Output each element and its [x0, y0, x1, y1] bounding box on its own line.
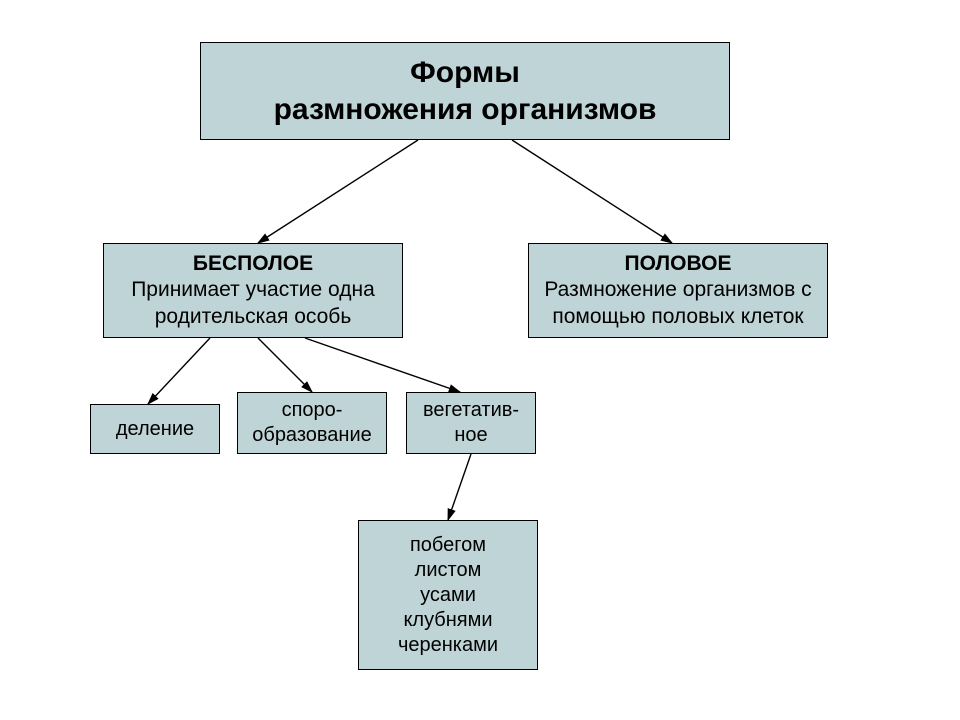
edge — [448, 454, 471, 520]
edge — [148, 338, 210, 404]
node-line: листом — [415, 558, 482, 583]
node-line: образование — [252, 423, 372, 448]
node-title: БЕСПОЛОЕ — [193, 251, 313, 277]
node-sexual: ПОЛОВОЕРазмножение организмов спомощью п… — [528, 243, 828, 338]
node-line: клубнями — [403, 608, 492, 633]
edge — [305, 338, 460, 392]
node-line: ное — [454, 423, 487, 448]
node-line: черенками — [398, 633, 498, 658]
node-line: споро- — [282, 398, 343, 423]
node-line: побегом — [410, 533, 486, 558]
diagram-stage: Формыразмножения организмов БЕСПОЛОЕПрин… — [0, 0, 960, 720]
node-title: ПОЛОВОЕ — [625, 251, 732, 277]
node-sporulation: споро-образование — [237, 392, 387, 454]
node-line: вегетатив- — [423, 398, 519, 423]
node-vegetative: вегетатив-ное — [406, 392, 536, 454]
edge — [512, 140, 672, 243]
node-line: деление — [116, 417, 194, 442]
edge — [258, 140, 418, 243]
node-line: Размножение организмов с — [544, 277, 811, 303]
node-line: размножения организмов — [274, 91, 657, 129]
node-line: Формы — [410, 54, 520, 92]
node-line: усами — [420, 583, 476, 608]
node-line: родительская особь — [155, 304, 352, 330]
node-asexual: БЕСПОЛОЕПринимает участие однародительск… — [103, 243, 403, 338]
node-root: Формыразмножения организмов — [200, 42, 730, 140]
edge — [258, 338, 312, 392]
node-division: деление — [90, 404, 220, 454]
node-line: Принимает участие одна — [131, 277, 375, 303]
node-vegetative-list: побегомлистомусамиклубнямичеренками — [358, 520, 538, 670]
node-line: помощью половых клеток — [552, 304, 803, 330]
